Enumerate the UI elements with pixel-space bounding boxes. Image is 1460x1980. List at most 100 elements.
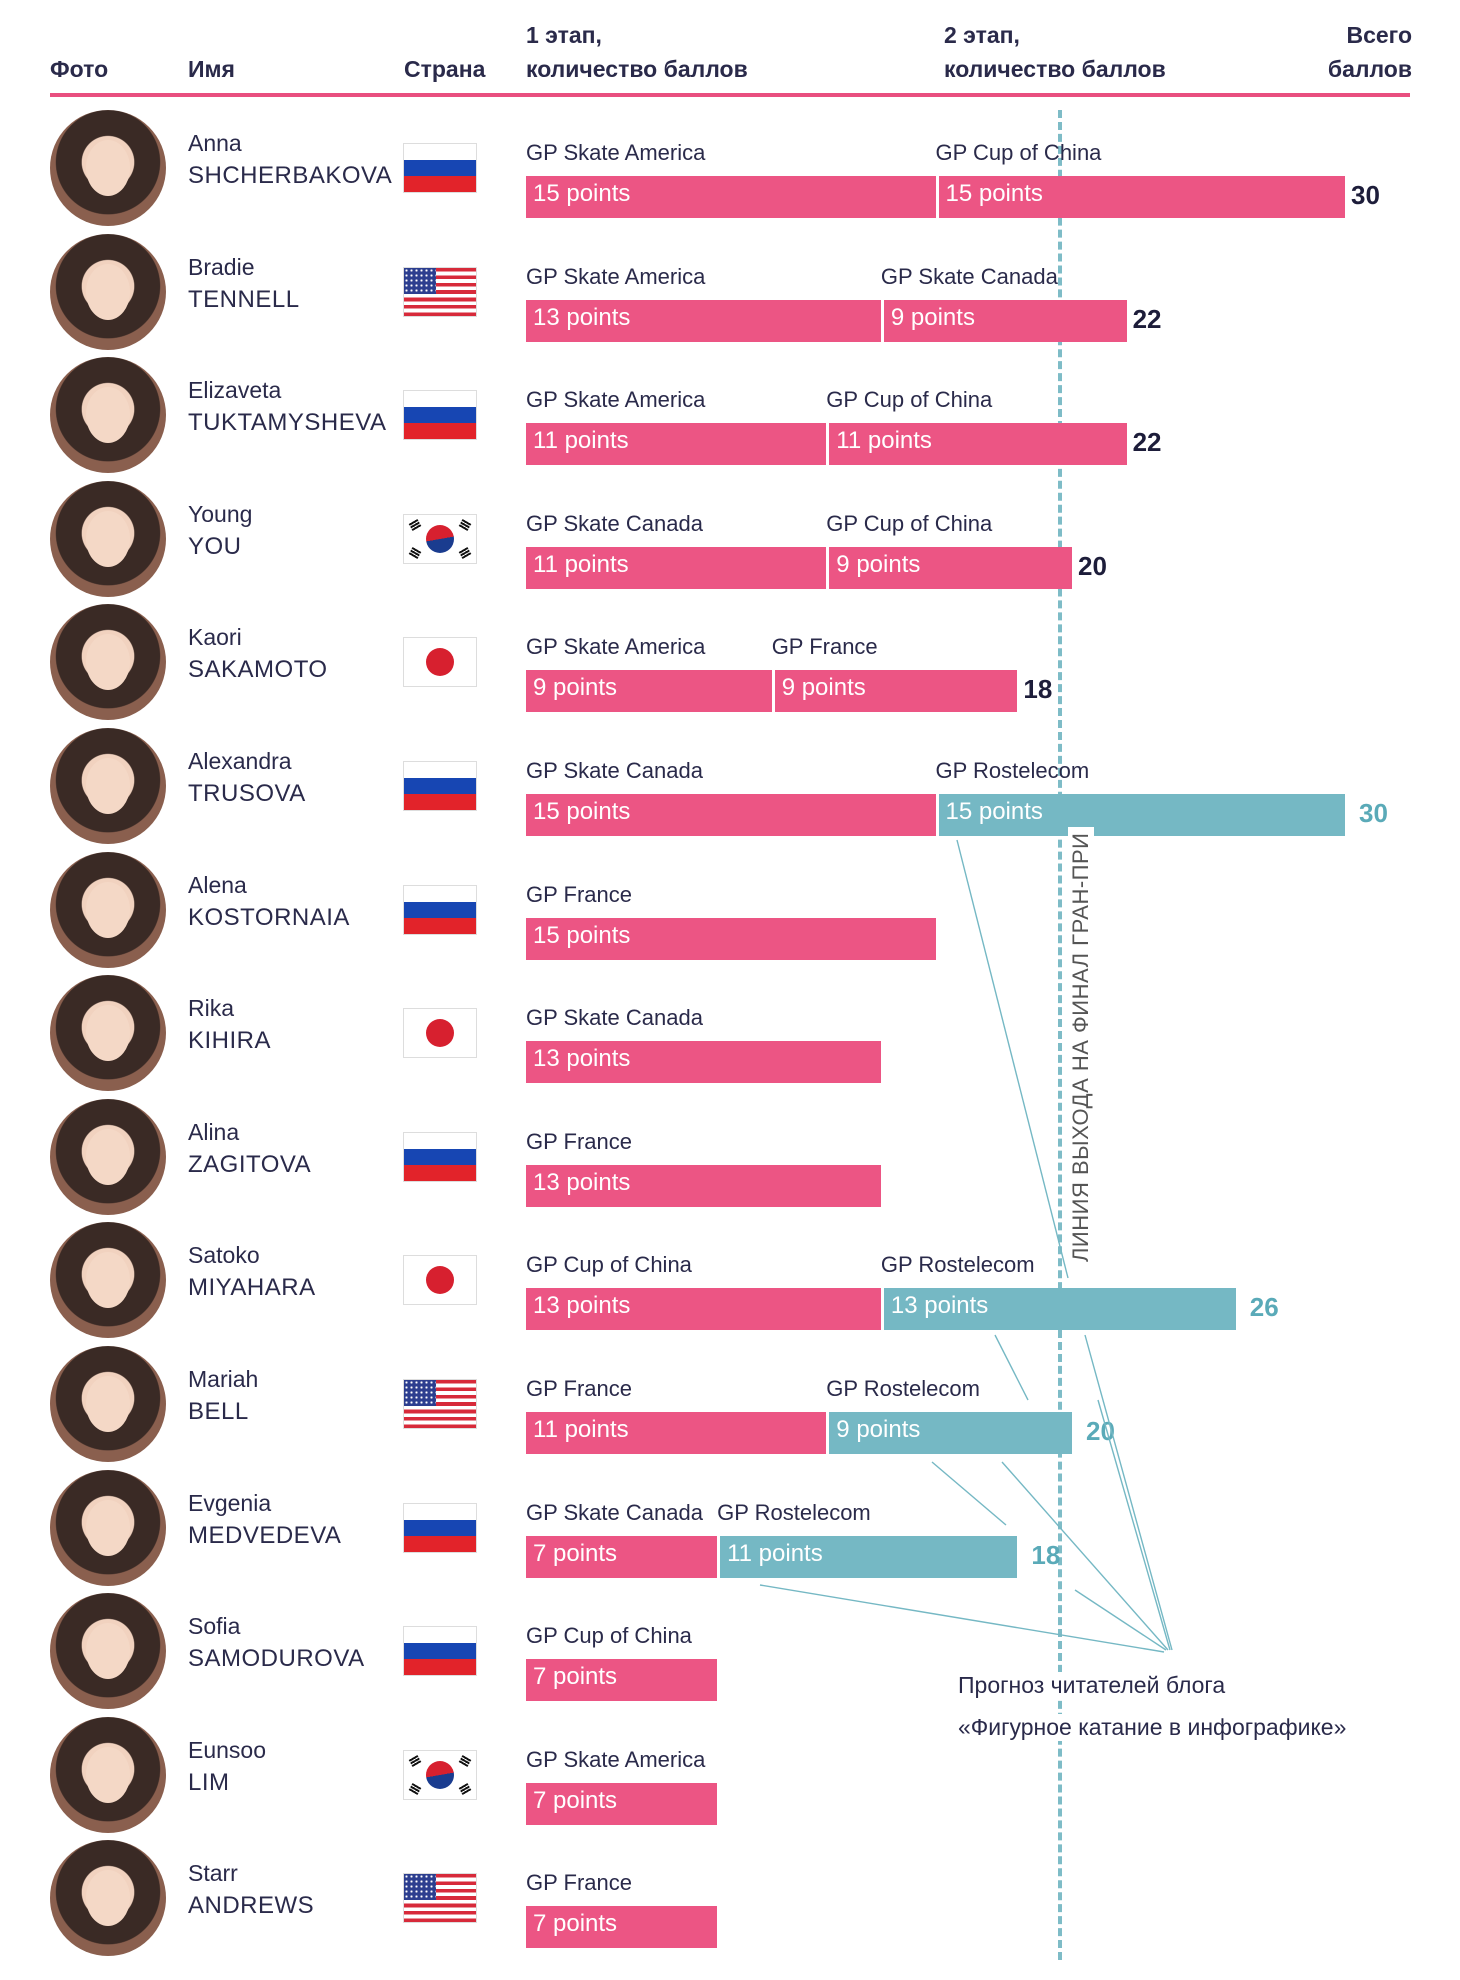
header-total-line2: баллов <box>1327 56 1412 82</box>
stage1-points-label: 13 points <box>533 1169 631 1196</box>
stage2-points-label: 9 points <box>781 674 866 701</box>
flag-jp-icon <box>404 1009 476 1057</box>
flag-canton <box>404 1380 436 1406</box>
stage2-bar: 9 points <box>880 300 1127 342</box>
stage1-points-label: 7 points <box>533 1663 618 1690</box>
connector-line <box>994 1334 1029 1401</box>
athlete-first-name: Anna <box>188 130 242 156</box>
face-shape <box>86 758 130 814</box>
stage2-points-label: 11 points <box>836 427 932 454</box>
stage1-event-label: GP France <box>526 1870 632 1895</box>
stage2-points-label: 11 points <box>727 1540 823 1567</box>
flag-us-icon <box>404 268 476 316</box>
header-rule <box>50 93 1410 97</box>
athlete-photo <box>50 481 166 597</box>
stage2-bar: 9 points <box>771 670 1018 712</box>
flag-ru-icon <box>404 886 476 934</box>
face-shape <box>86 1870 130 1926</box>
flag-taegeuk <box>426 525 454 553</box>
stage2-event-label: GP France <box>771 634 878 659</box>
athlete-row: Mariah BELL GP France 11 points GP Rosteleco… <box>0 1342 1460 1466</box>
athlete-photo <box>50 110 166 226</box>
face-shape <box>86 1005 130 1061</box>
athlete-first-name: Satoko <box>188 1242 260 1268</box>
athlete-first-name: Alina <box>188 1119 240 1145</box>
face-shape <box>86 1376 130 1432</box>
athlete-first-name: Young <box>188 501 253 527</box>
header-photo: Фото <box>50 56 109 82</box>
athlete-row: Kaori SAKAMOTO GP Skate America 9 points GP … <box>0 600 1460 724</box>
athlete-last-name: TENNELL <box>188 286 300 313</box>
athlete-last-name: KIHIRA <box>188 1027 272 1054</box>
header-stage2-line1: 2 этап, <box>944 22 1020 48</box>
stage1-event-label: GP Cup of China <box>526 1623 692 1648</box>
stage1-points-label: 13 points <box>533 304 631 331</box>
stage1-bar: 13 points <box>526 1165 881 1207</box>
stage2-forecast-bar: 9 points <box>826 1412 1072 1454</box>
stage2-points-label: 9 points <box>836 551 921 578</box>
athlete-first-name: Bradie <box>188 254 255 280</box>
connector-line <box>1084 1334 1173 1651</box>
stage1-event-label: GP Skate America <box>526 634 706 659</box>
athlete-first-name: Eunsoo <box>188 1737 267 1763</box>
connector-line <box>1001 1461 1169 1651</box>
athlete-photo <box>50 852 166 968</box>
header-stage2-line2: количество баллов <box>944 56 1166 82</box>
flag-ru-icon <box>404 1133 476 1181</box>
total-points-label: 30 <box>1359 798 1388 828</box>
connector-line <box>931 1461 1007 1526</box>
athlete-last-name: SAMODUROVA <box>188 1645 365 1672</box>
athlete-row: Anna SHCHERBAKOVA GP Skate America 15 point… <box>0 106 1460 230</box>
stage1-event-label: GP Skate America <box>526 264 706 289</box>
flag-disc <box>426 648 454 676</box>
athlete-last-name: KOSTORNAIA <box>188 904 350 931</box>
athlete-row: Satoko MIYAHARA GP Cup of China 13 points GP… <box>0 1218 1460 1342</box>
stage2-event-label: GP Rostelecom <box>880 1252 1035 1277</box>
face-shape <box>86 634 130 690</box>
athlete-last-name: BELL <box>188 1398 249 1425</box>
face-shape <box>86 1129 130 1185</box>
stage1-bar: 7 points <box>526 1659 718 1701</box>
header-stage1-line1: 1 этап, <box>526 22 602 48</box>
flag-us-icon <box>404 1874 476 1922</box>
athlete-photo <box>50 1470 166 1586</box>
athlete-last-name: TUKTAMYSHEVA <box>188 409 387 436</box>
stage1-bar: 15 points <box>526 176 936 218</box>
face-shape <box>86 511 130 567</box>
qualification-line <box>1058 110 1062 1960</box>
athlete-row: Rika KIHIRA GP Skate Canada 13 points <box>0 971 1460 1095</box>
stage1-bar: 7 points <box>526 1906 718 1948</box>
face-shape <box>86 1252 130 1308</box>
stage2-points-label: 15 points <box>945 180 1043 207</box>
flag-disc <box>426 1019 454 1047</box>
total-points-label: 18 <box>1023 674 1053 704</box>
stage2-event-label: GP Rostelecom <box>935 758 1090 783</box>
total-points-label: 20 <box>1078 551 1107 581</box>
stage1-bar: 9 points <box>526 670 772 712</box>
athlete-photo <box>50 1717 166 1833</box>
athlete-row: Alina ZAGITOVA GP France 13 points <box>0 1095 1460 1219</box>
stage2-event-label: GP Cup of China <box>826 511 993 536</box>
stage2-points-label: 9 points <box>890 304 975 331</box>
athlete-row: Young YOU GP Skate Canada 11 points GP Cup o… <box>0 477 1460 601</box>
stage1-points-label: 13 points <box>533 1292 631 1319</box>
athlete-last-name: TRUSOVA <box>188 780 306 807</box>
athlete-photo <box>50 1222 166 1338</box>
total-points-label: 22 <box>1132 304 1162 334</box>
stage1-event-label: GP France <box>526 882 632 907</box>
stage1-points-label: 7 points <box>533 1787 618 1814</box>
athlete-last-name: ANDREWS <box>188 1892 315 1919</box>
stage1-bar: 15 points <box>526 794 936 836</box>
stage1-points-label: 15 points <box>533 180 631 207</box>
flag-jp-icon <box>404 1256 476 1304</box>
stage1-bar: 15 points <box>526 918 936 960</box>
athlete-photo <box>50 357 166 473</box>
connector-line <box>1097 1399 1171 1651</box>
flag-canton <box>404 1874 436 1900</box>
athlete-photo <box>50 728 166 844</box>
flag-ru-icon <box>404 144 476 192</box>
athlete-first-name: Sofia <box>188 1613 241 1639</box>
stage1-bar: 13 points <box>526 1041 881 1083</box>
athlete-first-name: Starr <box>188 1860 238 1886</box>
